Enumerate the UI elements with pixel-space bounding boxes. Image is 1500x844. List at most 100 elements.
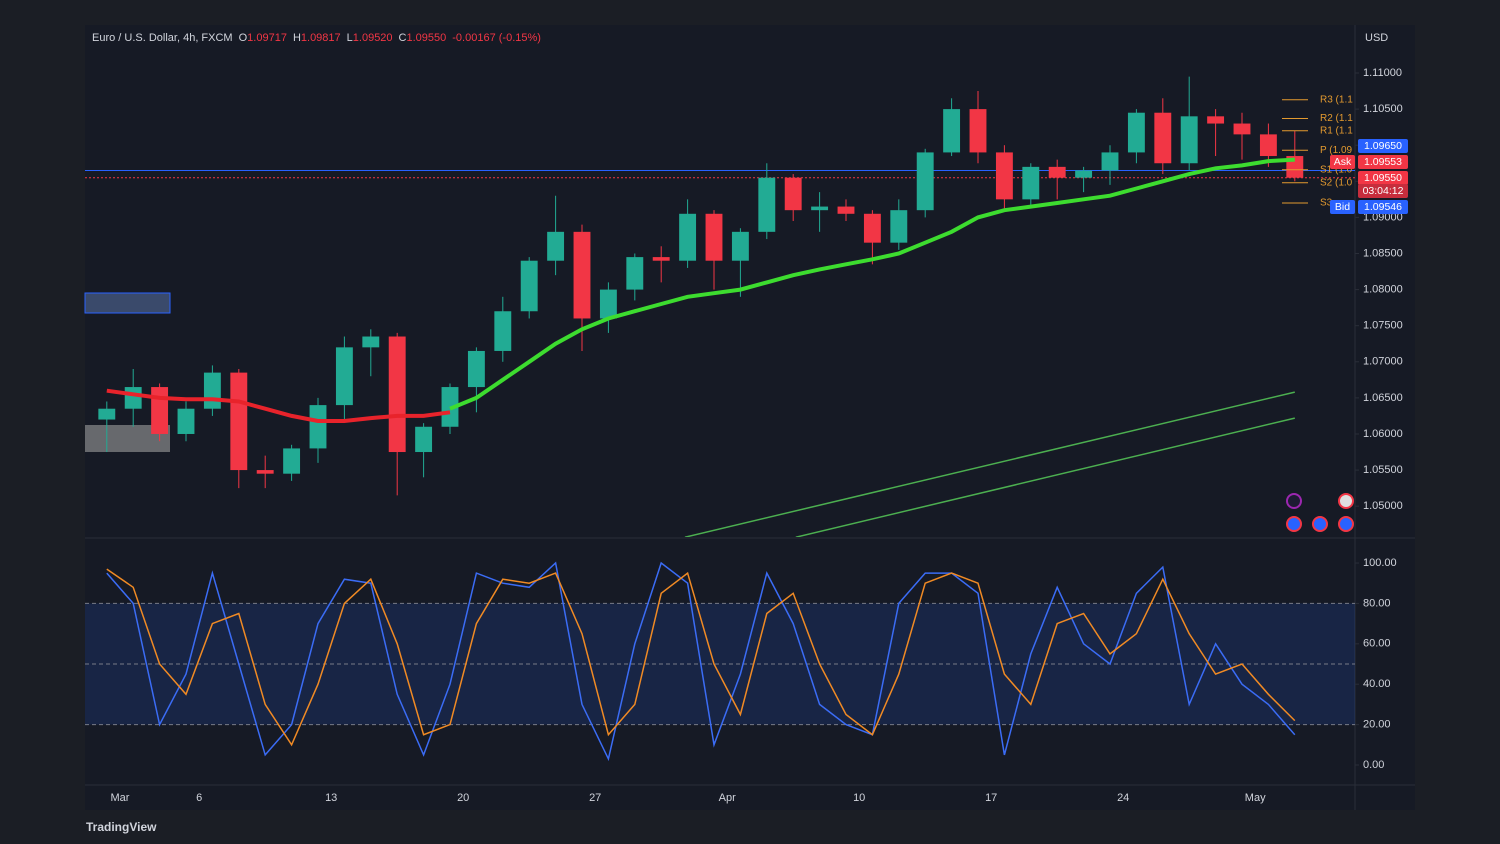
candle-body (230, 372, 248, 471)
field-label: H (292, 32, 301, 44)
event-icon[interactable] (1338, 493, 1354, 509)
candle-body (573, 231, 591, 319)
axes: 1.05000 1.05500 1.06000 1.06500 1.07000 1.075… (111, 67, 1403, 804)
last-price: 1.09550 (1358, 171, 1408, 185)
candle-body (599, 289, 617, 319)
y-tick-label: 80.00 (1363, 597, 1391, 609)
y-tick-label: 1.06500 (1363, 392, 1403, 404)
y-tick-label: 1.09000 (1363, 211, 1403, 223)
candle-body (1101, 152, 1119, 171)
symbol: Euro / U.S. Dollar, 4h, FXCM (92, 32, 233, 44)
event-icon[interactable] (1286, 493, 1302, 509)
indicator-line (106, 388, 451, 423)
candle-body (1180, 116, 1198, 164)
candle-body (124, 387, 142, 409)
currency-label: USD (1365, 32, 1388, 44)
y-tick-label: 1.05500 (1363, 464, 1403, 476)
indicator-line (106, 561, 1296, 762)
x-tick-label: 24 (1117, 792, 1129, 804)
candle-body (1233, 123, 1251, 135)
legend: Euro / U.S. Dollar, 4h, FXCM O1.09717 H1.0… (92, 32, 547, 44)
field-value: 1.09817 (300, 32, 341, 44)
field-label: C (398, 32, 407, 44)
candle-body (943, 109, 961, 153)
indicator-line (449, 157, 1295, 411)
candle-body (811, 206, 829, 211)
candle-body (151, 387, 169, 434)
candle-body (1022, 166, 1040, 200)
candle-body (415, 426, 433, 453)
x-tick-label: 6 (196, 792, 202, 804)
bid-tag: Bid (1330, 200, 1355, 214)
candle-body (890, 210, 908, 243)
ask-tag: Ask (1330, 155, 1355, 169)
x-tick-label: May (1245, 792, 1266, 804)
x-tick-label: 13 (325, 792, 337, 804)
candle-body (758, 177, 776, 232)
candle-body (731, 231, 749, 261)
change: -0.00167 (-0.15%) (452, 32, 541, 44)
candle-body (1259, 134, 1277, 157)
y-tick-label: 0.00 (1363, 759, 1384, 771)
bid-price: 1.09546 (1358, 200, 1408, 214)
event-icon[interactable] (1312, 516, 1328, 532)
pivot-label: S2 (1.0 (1320, 177, 1353, 188)
y-tick-label: 1.08000 (1363, 283, 1403, 295)
pivot-label: R2 (1.1 (1320, 113, 1353, 124)
pivot-label: S3 (1320, 198, 1333, 209)
candle-body (837, 206, 855, 214)
y-tick-label: 1.06000 (1363, 428, 1403, 440)
candle-body (916, 152, 934, 211)
field-value: 1.09550 (406, 32, 447, 44)
x-tick-label: 27 (589, 792, 601, 804)
candle-body (256, 470, 274, 474)
y-tick-label: 100.00 (1363, 557, 1397, 569)
trend-line (684, 391, 1295, 537)
pivot-label: S1 (1.0 (1320, 164, 1353, 175)
candle-body (705, 213, 723, 261)
y-tick-label: 1.07500 (1363, 320, 1403, 332)
trend-line (795, 417, 1295, 537)
candle-body (626, 257, 644, 290)
oscillator-panel (85, 561, 1355, 762)
event-icon[interactable] (1338, 516, 1354, 532)
candle-body (309, 405, 327, 449)
candle-body (1048, 166, 1066, 178)
x-tick-label: Apr (719, 792, 736, 804)
y-tick-label: 20.00 (1363, 719, 1391, 731)
field-value: 1.09717 (247, 32, 287, 44)
drawn-rectangle (84, 292, 171, 314)
candle-body (969, 109, 987, 153)
candle-body (1075, 170, 1093, 178)
indicator-line (106, 568, 1296, 747)
x-tick-label: 10 (853, 792, 865, 804)
candle-body (177, 408, 195, 434)
candle-body (98, 408, 116, 420)
candle-body (388, 336, 406, 453)
candle-body (362, 336, 380, 348)
y-tick-label: 1.10500 (1363, 103, 1403, 115)
event-icon[interactable] (1286, 516, 1302, 532)
candle-body (679, 213, 697, 261)
candle-body (1154, 112, 1172, 164)
candle-body (467, 350, 485, 388)
candle-body (283, 448, 301, 474)
x-tick-label: Mar (111, 792, 130, 804)
y-tick-label: 40.00 (1363, 678, 1391, 690)
x-tick-label: 20 (457, 792, 469, 804)
candle-body (652, 257, 670, 261)
y-tick-label: 1.11000 (1363, 67, 1402, 79)
pivot-label: R3 (1.1 (1320, 94, 1353, 105)
brand: TradingView (86, 820, 157, 834)
candle-body (203, 372, 221, 409)
candle-body (1207, 116, 1225, 124)
candle-body (1127, 112, 1145, 153)
candle-body (494, 311, 512, 351)
y-tick-label: 1.08500 (1363, 247, 1403, 259)
pivot-label: R1 (1.1 (1320, 125, 1353, 136)
price-panel: R3 (1.1 R2 (1.1R1 (1.1 P (1.09 S1 (1.0 S2 (1… (85, 76, 1355, 537)
field-label: L (346, 32, 353, 44)
y-tick-label: 1.07000 (1363, 356, 1403, 368)
